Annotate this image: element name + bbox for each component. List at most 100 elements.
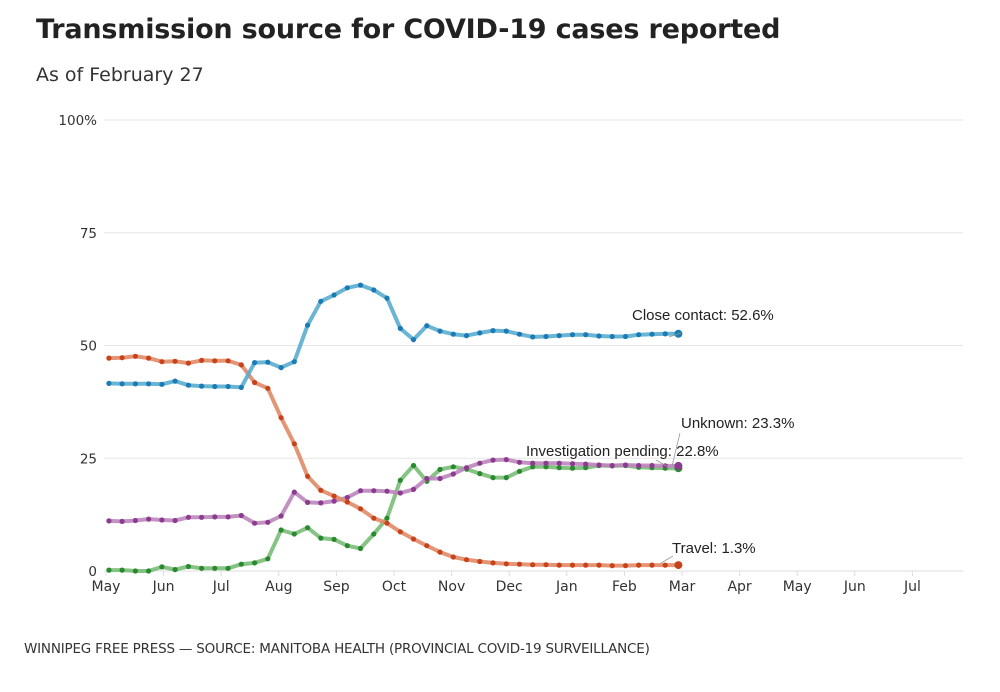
data-point: [503, 328, 509, 334]
data-point: [543, 562, 549, 568]
data-point: [344, 499, 350, 505]
data-point: [305, 499, 311, 505]
data-point: [146, 381, 152, 387]
data-point: [199, 565, 205, 571]
data-point: [596, 462, 602, 468]
data-point: [357, 506, 364, 512]
x-tick-label: Aug: [265, 579, 292, 595]
data-point: [636, 332, 642, 338]
data-point: [490, 457, 496, 463]
data-point: [106, 380, 112, 386]
data-point: [636, 462, 642, 469]
source-credit: WINNIPEG FREE PRESS — SOURCE: MANITOBA H…: [24, 641, 650, 657]
data-point: [132, 353, 138, 359]
chart-subtitle: As of February 27: [36, 64, 204, 86]
y-tick-label: 100%: [58, 113, 97, 129]
data-point: [410, 337, 417, 343]
x-axis: May Jun Jul Aug Sep Oct Nov Dec Jan Feb Mar Apr May J…: [92, 571, 921, 595]
gridlines: [104, 119, 963, 572]
data-point: [583, 332, 589, 338]
data-point: [305, 322, 311, 328]
data-point: [450, 554, 456, 560]
data-point: [106, 355, 112, 361]
data-point: [212, 358, 218, 364]
data-point: [159, 564, 165, 570]
series-travel: [106, 353, 683, 570]
series-lines: [106, 282, 683, 574]
data-point: [530, 464, 536, 470]
data-point: [622, 462, 629, 468]
x-tick-label: Jul: [903, 579, 921, 595]
data-point: [556, 460, 562, 466]
data-point: [437, 475, 443, 482]
data-point: [530, 562, 536, 568]
y-tick-label: 25: [80, 451, 97, 467]
data-point: [437, 549, 443, 555]
y-tick-label: 75: [80, 226, 97, 242]
data-point: [172, 567, 178, 573]
x-tick-label: Apr: [727, 579, 751, 595]
data-point: [477, 460, 483, 466]
data-point: [662, 331, 668, 337]
data-point: [225, 383, 231, 390]
data-point: [278, 527, 284, 533]
x-tick-label: Oct: [382, 579, 407, 595]
data-point: [146, 516, 152, 522]
data-point: [477, 471, 483, 477]
data-point: [662, 562, 668, 568]
data-point: [344, 494, 350, 501]
data-point: [318, 298, 324, 304]
data-point: [278, 365, 284, 371]
data-point: [477, 558, 483, 565]
data-point: [357, 282, 364, 288]
annotation-leader: [660, 555, 674, 564]
data-point: [119, 381, 125, 387]
data-point: [424, 323, 430, 329]
data-point: [106, 567, 112, 573]
data-point: [649, 562, 655, 568]
data-point: [199, 383, 205, 389]
data-point: [305, 525, 311, 531]
data-point: [371, 531, 377, 537]
data-point: [305, 473, 311, 479]
data-point: [172, 517, 178, 524]
data-point: [503, 475, 509, 481]
data-point: [252, 379, 258, 386]
data-point: [397, 477, 403, 483]
data-point: [503, 457, 509, 463]
annotation-leader: [655, 459, 671, 469]
data-point: [212, 383, 218, 390]
data-point: [265, 519, 271, 525]
data-point: [318, 535, 324, 541]
data-point: [384, 515, 390, 521]
data-point: [490, 328, 496, 334]
data-point: [424, 475, 430, 482]
data-point: [119, 355, 125, 361]
x-tick-label: Jun: [152, 579, 175, 595]
series-label: Close contact: 52.6%: [632, 307, 774, 324]
data-point: [252, 520, 258, 526]
data-point: [331, 498, 337, 504]
data-point: [463, 333, 470, 339]
data-point: [291, 531, 297, 537]
data-point: [265, 556, 271, 562]
data-point: [397, 529, 403, 535]
data-point: [556, 465, 562, 471]
data-point: [331, 292, 337, 298]
data-point: [132, 517, 138, 524]
data-point: [212, 565, 218, 571]
data-point: [384, 488, 390, 494]
data-point: [371, 287, 377, 293]
annotation-leader: [671, 432, 681, 467]
data-point: [278, 513, 284, 519]
data-point: [344, 285, 350, 291]
y-tick-label: 50: [80, 339, 97, 355]
data-point: [238, 384, 244, 390]
data-point: [132, 381, 138, 387]
data-point: [238, 561, 244, 567]
data-point: [225, 514, 231, 520]
series-label: Travel: 1.3%: [672, 540, 756, 557]
x-tick-label: Sep: [323, 579, 350, 595]
data-point: [252, 560, 258, 566]
